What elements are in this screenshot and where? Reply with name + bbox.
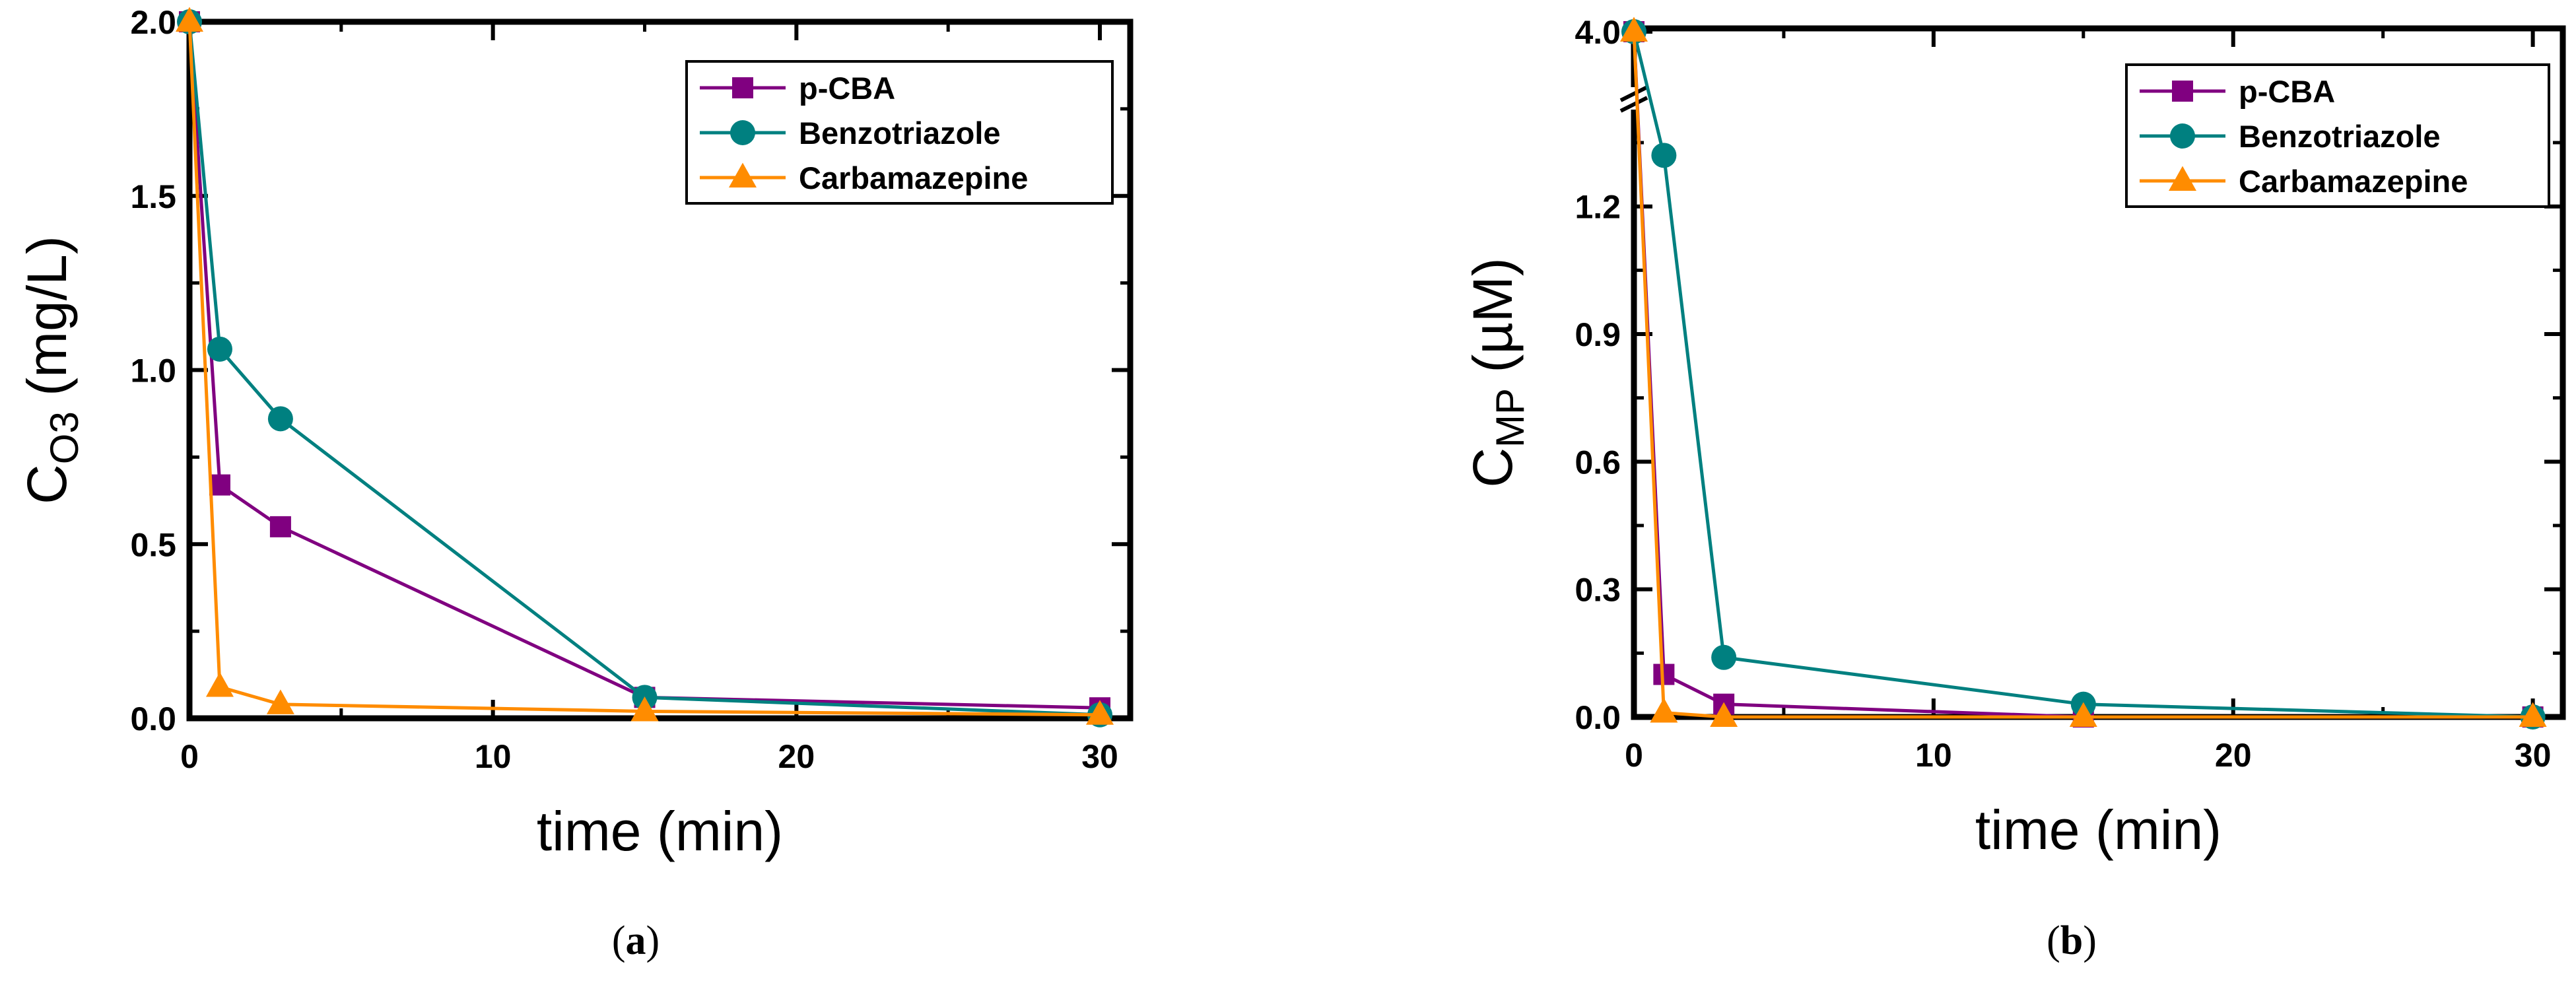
legend-label-p-cba: p-CBA [799,71,895,106]
data-point-carbamazepine [1710,702,1738,727]
x-tick-label: 0 [180,738,199,775]
data-point-benzotriazole [207,336,232,362]
series-group [1620,17,2547,730]
y-tick-label: 1.2 [1575,189,1621,226]
x-tick-label: 30 [1081,738,1118,775]
data-point-benzotriazole [1711,644,1737,670]
data-point-benzotriazole [1651,143,1677,168]
y-tick-label: 0.0 [130,700,176,737]
x-tick-label: 20 [2215,737,2252,774]
legend-label-benzotriazole: Benzotriazole [799,116,1001,151]
legend-marker-benzotriazole [730,120,755,145]
data-point-carbamazepine [1086,700,1114,725]
legend-marker-carbamazepine [2169,166,2196,191]
panel-b: 0 10 20 30 0.0 0.3 0.6 0.9 1.2 4.0 time (min) CMP (… [1462,14,2566,963]
caption-open: ( [612,918,626,963]
y-tick-label: 0.6 [1575,444,1621,481]
y-axis: 0.0 0.5 1.0 1.5 2.0 [130,4,1130,737]
data-point-carbamazepine [1650,698,1678,723]
x-axis-title: time (min) [537,800,783,862]
y-tick-label: 0.9 [1575,316,1621,353]
x-tick-label: 10 [475,738,512,775]
data-point-p-cba [269,516,291,537]
data-point-carbamazepine [630,696,659,722]
caption-open: ( [2047,918,2060,963]
axis-break-mark [1619,85,1648,102]
axis-break-mark [1619,96,1648,113]
y-axis-title: CO3 (mg/L) [16,236,86,504]
x-tick-label: 0 [1625,737,1643,774]
caption-letter: a [626,918,646,963]
caption-letter: b [2060,918,2083,963]
y-tick-label: 0.3 [1575,572,1621,609]
legend-label-p-cba: p-CBA [2239,74,2335,109]
y-tick-label: 1.0 [130,353,176,390]
x-tick-label: 10 [1915,737,1952,774]
y-tick-label: 2.0 [130,4,176,41]
data-point-p-cba [209,474,230,496]
data-point-carbamazepine [1620,17,1648,42]
y-upper-tick-label: 4.0 [1575,14,1621,51]
y-tick-label: 0.0 [1575,699,1621,736]
data-point-carbamazepine [2069,702,2097,727]
legend-label-carbamazepine: Carbamazepine [799,160,1028,195]
legend: p-CBA Benzotriazole Carbamazepine [685,60,1114,205]
caption-close: ) [646,918,660,963]
data-point-benzotriazole [267,406,293,432]
data-point-carbamazepine [205,672,234,697]
x-tick-label: 30 [2515,737,2552,774]
panel-a: 0 10 20 30 0.0 0.5 1.0 1.5 2.0 time (min) CO3 (mg/… [16,4,1134,963]
data-point-carbamazepine [176,7,203,32]
y-axis-title-unit: (µM) [1462,257,1524,388]
caption-close: ) [2083,918,2097,963]
y-tick-label: 1.5 [130,178,176,215]
x-axis: 0 10 20 30 [180,22,1118,775]
y-axis: 0.0 0.3 0.6 0.9 1.2 4.0 [1575,14,2563,736]
panel-caption: (a) [612,918,660,963]
x-axis-title: time (min) [1975,799,2221,861]
legend-marker-carbamazepine [729,162,757,187]
panel-caption: (b) [2047,918,2097,963]
y-axis-title-main: C [16,464,78,504]
legend-marker-p-cba [2172,81,2193,102]
legend-label-carbamazepine: Carbamazepine [2239,164,2468,199]
x-tick-label: 20 [778,738,815,775]
legend-marker-p-cba [732,77,753,98]
legend-marker-benzotriazole [2170,123,2195,149]
y-tick-label: 0.5 [130,526,176,563]
legend: p-CBA Benzotriazole Carbamazepine [2125,63,2550,208]
y-axis-title-subscript: O3 [42,411,86,464]
legend-label-benzotriazole: Benzotriazole [2239,119,2441,154]
y-axis-title-main: C [1462,448,1524,488]
y-axis-title-subscript: MP [1488,388,1532,448]
series-group [176,7,1114,728]
y-axis-title: CMP (µM) [1462,257,1532,487]
data-point-carbamazepine [2519,702,2547,727]
data-point-carbamazepine [266,689,294,714]
y-axis-title-unit: (mg/L) [16,236,78,411]
